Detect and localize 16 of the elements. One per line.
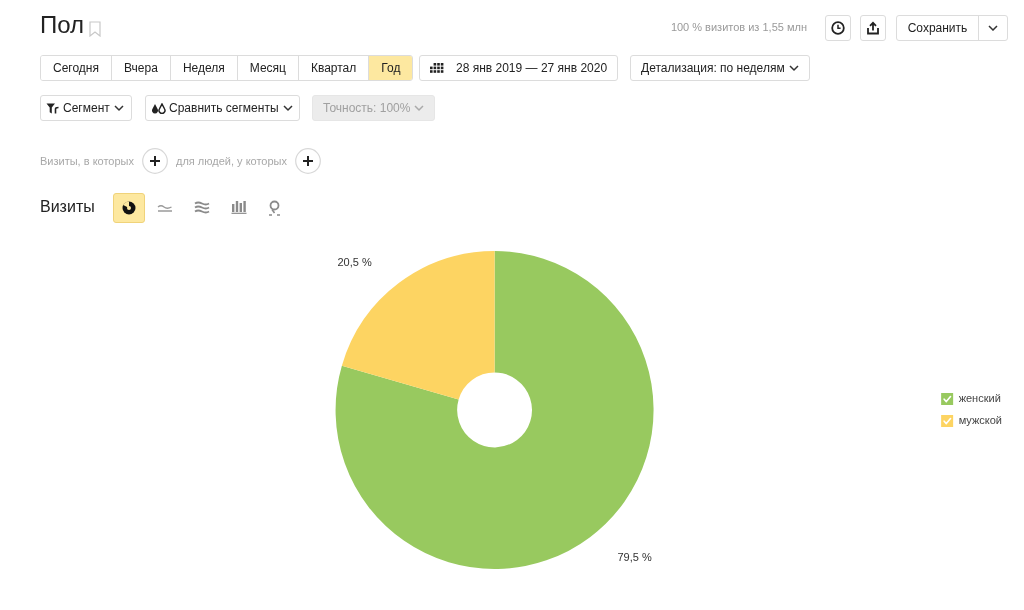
text: 100 % визитов из 1,55 млн <box>670 21 807 33</box>
text: Визиты, в которых <box>40 155 134 167</box>
text: для людей, у которых <box>176 155 287 167</box>
legend-label: мужской <box>958 414 1003 427</box>
text: Детализация: по неделям <box>630 55 810 81</box>
text: Визиты <box>40 198 95 216</box>
text: Точность: 100% <box>312 95 436 121</box>
text: Сравнить сегменты <box>145 95 300 121</box>
data-label: 79,5 % <box>617 550 652 563</box>
text: Сохранить <box>906 21 969 35</box>
text: Пол <box>40 11 85 39</box>
legend-label: женский <box>958 392 1001 405</box>
period-tab: Год <box>368 56 413 80</box>
text: 28 янв 2019 — 27 янв 2020 <box>419 55 619 81</box>
text: Сегмент <box>40 95 132 121</box>
data-label: 20,5 % <box>337 255 372 268</box>
